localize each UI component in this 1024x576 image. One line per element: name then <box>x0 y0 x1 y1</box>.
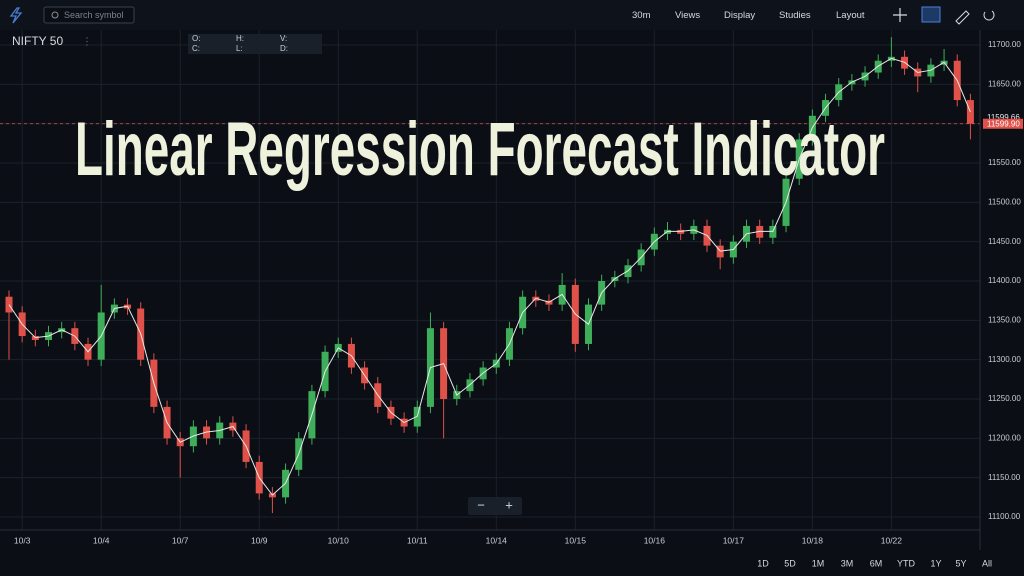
zoom-in-button[interactable]: + <box>505 497 513 512</box>
toolbar-menu[interactable]: Layout <box>836 10 865 21</box>
forecast-line <box>8 57 971 496</box>
comment-tool[interactable] <box>921 6 941 23</box>
last-price-box <box>983 118 1023 129</box>
toolbar-menu[interactable]: Display <box>724 10 755 21</box>
ohlc-legend-label: O: <box>192 34 200 43</box>
y-tick-label: 11250.00 <box>988 394 1021 403</box>
y-tick-label: 11650.00 <box>988 79 1021 88</box>
x-tick-label: 10/15 <box>565 535 587 545</box>
zoom-out-button[interactable]: − <box>477 497 485 512</box>
ohlc-legend-label: L: <box>236 44 243 53</box>
x-tick-label: 10/14 <box>486 535 508 545</box>
x-tick-label: 10/16 <box>644 535 666 545</box>
ohlc-legend-box <box>188 34 322 54</box>
x-tick-label: 10/3 <box>14 535 31 545</box>
y-tick-label: 11450.00 <box>988 237 1021 246</box>
toolbar-menu[interactable]: Views <box>675 10 700 21</box>
ohlc-legend-label: H: <box>236 34 244 43</box>
ohlc-legend-label: V: <box>280 34 287 43</box>
range-button[interactable]: 6M <box>870 558 883 568</box>
y-tick-label: 11350.00 <box>988 315 1021 324</box>
range-button[interactable]: 1M <box>812 558 825 568</box>
reset-tool[interactable] <box>983 10 995 21</box>
range-button[interactable]: YTD <box>897 558 916 568</box>
last-price-label: 11599.90 <box>987 119 1020 128</box>
symbol-menu[interactable]: ⋮ <box>82 37 92 48</box>
range-button[interactable]: 5Y <box>955 558 966 568</box>
ohlc-legend-label: C: <box>192 44 200 53</box>
x-tick-label: 10/7 <box>172 535 189 545</box>
forecast-price-label: 11599.66 <box>987 113 1020 122</box>
y-tick-label: 11400.00 <box>988 276 1021 285</box>
toolbar-menu[interactable]: 30m <box>632 10 651 21</box>
search-placeholder: Search symbol <box>64 10 124 20</box>
y-tick-label: 11500.00 <box>988 197 1021 206</box>
crosshair-tool[interactable] <box>893 8 907 22</box>
search-icon <box>51 11 59 19</box>
y-tick-label: 11550.00 <box>988 158 1021 167</box>
range-button[interactable]: 3M <box>841 558 854 568</box>
zoom-box <box>468 497 522 515</box>
range-button[interactable]: 1Y <box>930 558 941 568</box>
draw-tool[interactable] <box>955 10 970 25</box>
range-button[interactable]: 1D <box>757 558 769 568</box>
y-tick-label: 11700.00 <box>988 40 1021 49</box>
ohlc-legend-label: D: <box>280 44 288 53</box>
symbol-name: NIFTY 50 <box>12 34 63 48</box>
y-tick-label: 11150.00 <box>988 473 1021 482</box>
x-tick-label: 10/22 <box>881 535 903 545</box>
toolbar <box>0 0 1024 30</box>
forecast-price-box <box>983 112 1023 123</box>
x-tick-label: 10/10 <box>328 535 350 545</box>
range-button[interactable]: All <box>982 558 992 568</box>
logo-icon[interactable] <box>9 7 23 24</box>
y-tick-label: 11300.00 <box>988 355 1021 364</box>
search-box[interactable] <box>43 6 135 24</box>
x-tick-label: 10/18 <box>802 535 824 545</box>
overlay-title: Linear Regression Forecast Indicator <box>75 107 885 192</box>
x-tick-label: 10/9 <box>251 535 268 545</box>
y-tick-label: 11200.00 <box>988 433 1021 442</box>
x-tick-label: 10/17 <box>723 535 745 545</box>
toolbar-menu[interactable]: Studies <box>779 10 811 21</box>
x-tick-label: 10/4 <box>93 535 110 545</box>
x-tick-label: 10/11 <box>407 535 428 545</box>
plot-area <box>0 30 980 550</box>
y-tick-label: 11100.00 <box>988 512 1021 521</box>
range-button[interactable]: 5D <box>784 558 796 568</box>
